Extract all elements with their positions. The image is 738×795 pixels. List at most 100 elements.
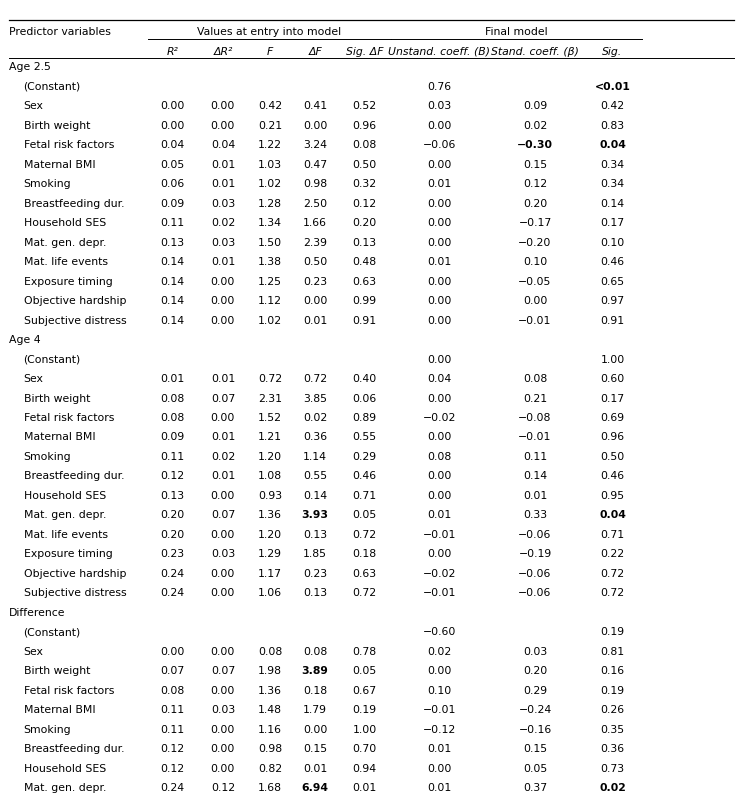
Text: −0.20: −0.20 <box>518 238 552 248</box>
Text: 0.01: 0.01 <box>211 432 235 443</box>
Text: 0.03: 0.03 <box>211 199 235 209</box>
Text: Mat. life events: Mat. life events <box>24 529 108 540</box>
Text: (Constant): (Constant) <box>24 627 81 638</box>
Text: 0.98: 0.98 <box>258 744 282 754</box>
Text: 0.00: 0.00 <box>210 646 235 657</box>
Text: Fetal risk factors: Fetal risk factors <box>24 140 114 150</box>
Text: Mat. gen. depr.: Mat. gen. depr. <box>24 238 106 248</box>
Text: 0.01: 0.01 <box>523 491 547 501</box>
Text: 0.02: 0.02 <box>303 413 327 423</box>
Text: 0.50: 0.50 <box>303 257 327 267</box>
Text: 0.03: 0.03 <box>211 238 235 248</box>
Text: 0.81: 0.81 <box>601 646 624 657</box>
Text: 0.06: 0.06 <box>161 179 184 189</box>
Text: Mat. gen. depr.: Mat. gen. depr. <box>24 510 106 521</box>
Text: 0.71: 0.71 <box>601 529 624 540</box>
Text: 0.00: 0.00 <box>427 549 452 560</box>
Text: Smoking: Smoking <box>24 724 72 735</box>
Text: 0.14: 0.14 <box>161 257 184 267</box>
Text: 0.01: 0.01 <box>211 374 235 384</box>
Text: 0.23: 0.23 <box>161 549 184 560</box>
Text: <0.01: <0.01 <box>595 82 630 92</box>
Text: 0.11: 0.11 <box>161 724 184 735</box>
Text: ΔR²: ΔR² <box>213 47 232 56</box>
Text: 1.68: 1.68 <box>258 783 282 793</box>
Text: 0.41: 0.41 <box>303 101 327 111</box>
Text: 0.13: 0.13 <box>353 238 376 248</box>
Text: Subjective distress: Subjective distress <box>24 588 126 599</box>
Text: 0.55: 0.55 <box>303 471 327 482</box>
Text: 0.18: 0.18 <box>353 549 376 560</box>
Text: 0.46: 0.46 <box>353 471 376 482</box>
Text: Household SES: Household SES <box>24 763 106 774</box>
Text: 1.22: 1.22 <box>258 140 282 150</box>
Text: 1.20: 1.20 <box>258 529 282 540</box>
Text: 0.19: 0.19 <box>601 685 624 696</box>
Text: 0.34: 0.34 <box>601 160 624 170</box>
Text: 0.00: 0.00 <box>303 121 328 131</box>
Text: ΔF: ΔF <box>308 47 322 56</box>
Text: Predictor variables: Predictor variables <box>9 27 111 37</box>
Text: 0.63: 0.63 <box>353 568 376 579</box>
Text: 0.19: 0.19 <box>601 627 624 638</box>
Text: 0.20: 0.20 <box>161 510 184 521</box>
Text: 0.09: 0.09 <box>161 432 184 443</box>
Text: 1.28: 1.28 <box>258 199 282 209</box>
Text: 0.23: 0.23 <box>303 277 327 287</box>
Text: 0.01: 0.01 <box>211 160 235 170</box>
Text: 0.07: 0.07 <box>211 666 235 677</box>
Text: 0.89: 0.89 <box>353 413 376 423</box>
Text: Mat. life events: Mat. life events <box>24 257 108 267</box>
Text: 1.34: 1.34 <box>258 218 282 228</box>
Text: 0.00: 0.00 <box>427 666 452 677</box>
Text: 0.13: 0.13 <box>161 238 184 248</box>
Text: −0.12: −0.12 <box>422 724 456 735</box>
Text: 0.00: 0.00 <box>210 724 235 735</box>
Text: −0.19: −0.19 <box>518 549 552 560</box>
Text: 0.37: 0.37 <box>523 783 547 793</box>
Text: 0.69: 0.69 <box>601 413 624 423</box>
Text: 0.03: 0.03 <box>211 705 235 716</box>
Text: −0.30: −0.30 <box>517 140 553 150</box>
Text: 1.79: 1.79 <box>303 705 327 716</box>
Text: 1.17: 1.17 <box>258 568 282 579</box>
Text: 0.03: 0.03 <box>523 646 547 657</box>
Text: −0.06: −0.06 <box>518 588 552 599</box>
Text: 0.11: 0.11 <box>161 218 184 228</box>
Text: 0.00: 0.00 <box>427 763 452 774</box>
Text: 0.00: 0.00 <box>427 432 452 443</box>
Text: 0.94: 0.94 <box>353 763 376 774</box>
Text: 0.72: 0.72 <box>353 529 376 540</box>
Text: 0.00: 0.00 <box>427 394 452 404</box>
Text: 0.02: 0.02 <box>211 452 235 462</box>
Text: 0.08: 0.08 <box>427 452 451 462</box>
Text: Stand. coeff. (β): Stand. coeff. (β) <box>491 47 579 56</box>
Text: 0.11: 0.11 <box>161 705 184 716</box>
Text: −0.60: −0.60 <box>422 627 456 638</box>
Text: 1.50: 1.50 <box>258 238 282 248</box>
Text: −0.16: −0.16 <box>518 724 552 735</box>
Text: 0.46: 0.46 <box>601 471 624 482</box>
Text: 0.05: 0.05 <box>161 160 184 170</box>
Text: 0.70: 0.70 <box>353 744 376 754</box>
Text: 0.05: 0.05 <box>353 510 376 521</box>
Text: 0.00: 0.00 <box>210 316 235 326</box>
Text: 0.09: 0.09 <box>161 199 184 209</box>
Text: 0.33: 0.33 <box>523 510 547 521</box>
Text: 0.12: 0.12 <box>523 179 547 189</box>
Text: 0.14: 0.14 <box>601 199 624 209</box>
Text: Smoking: Smoking <box>24 452 72 462</box>
Text: 3.93: 3.93 <box>302 510 328 521</box>
Text: 3.24: 3.24 <box>303 140 327 150</box>
Text: Birth weight: Birth weight <box>24 394 90 404</box>
Text: 0.00: 0.00 <box>427 218 452 228</box>
Text: 0.00: 0.00 <box>210 491 235 501</box>
Text: 0.03: 0.03 <box>427 101 451 111</box>
Text: Breastfeeding dur.: Breastfeeding dur. <box>24 744 124 754</box>
Text: −0.02: −0.02 <box>422 568 456 579</box>
Text: 0.00: 0.00 <box>210 413 235 423</box>
Text: 0.17: 0.17 <box>601 394 624 404</box>
Text: 0.12: 0.12 <box>161 744 184 754</box>
Text: 0.63: 0.63 <box>353 277 376 287</box>
Text: 6.94: 6.94 <box>302 783 328 793</box>
